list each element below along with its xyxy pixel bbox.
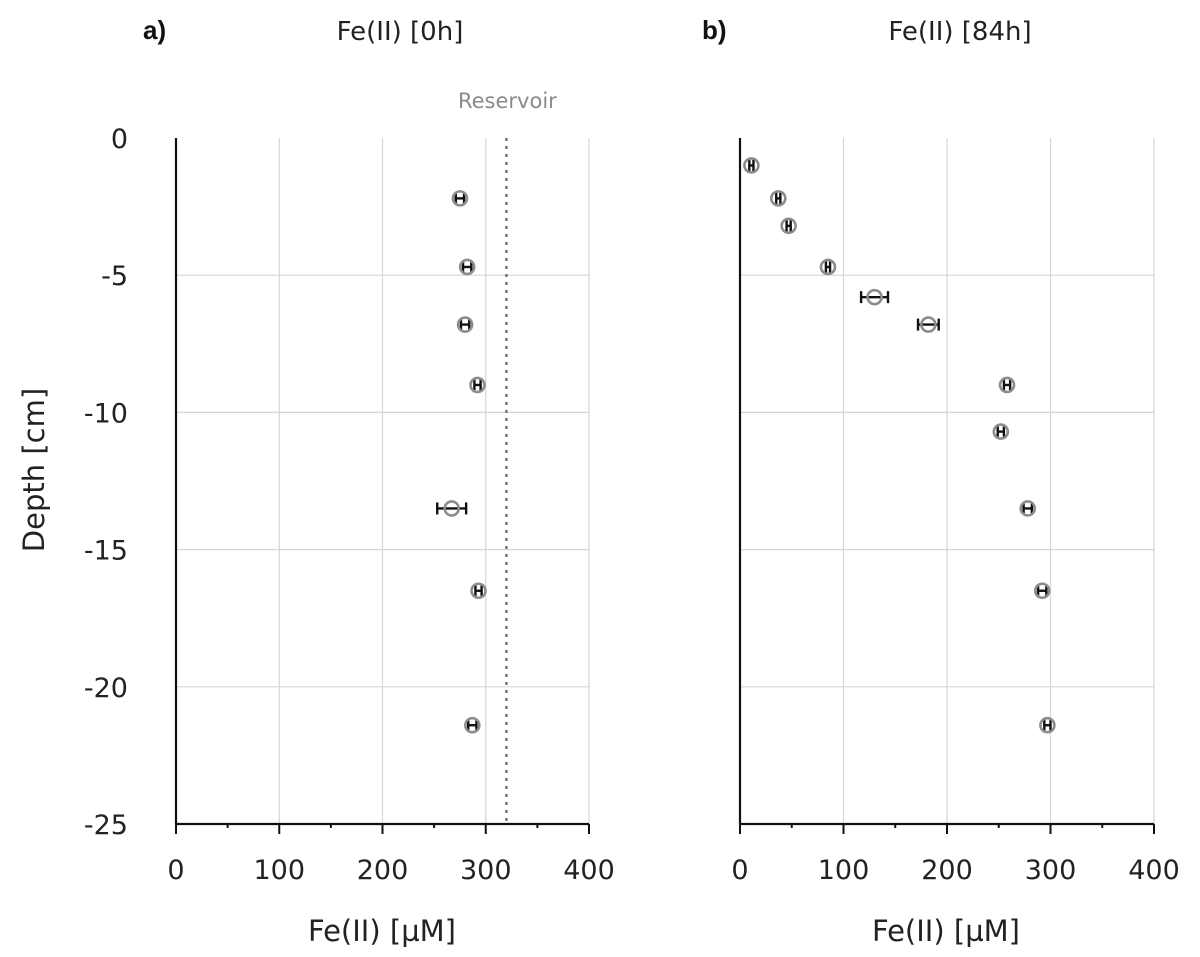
data-marker: [458, 258, 476, 276]
panel-b-grid: [740, 138, 1155, 824]
x-tick-label: 400: [1128, 855, 1180, 886]
x-tick-label: 0: [167, 855, 184, 886]
x-tick-label: 100: [253, 855, 305, 886]
panel-a-title: Fe(II) [0h]: [337, 17, 464, 47]
panel-b-label: b): [702, 15, 727, 45]
data-marker: [451, 190, 469, 207]
data-marker: [780, 217, 797, 235]
data-point: [469, 376, 486, 394]
x-tick-label: 100: [818, 855, 870, 886]
data-marker: [920, 316, 937, 333]
y-tick-label: -20: [84, 673, 128, 704]
data-marker: [464, 716, 481, 734]
panel-b-x-tick-labels: 0 100 200 300 400: [731, 855, 1179, 886]
data-point: [916, 316, 940, 333]
data-point: [451, 190, 469, 207]
data-point: [1039, 716, 1056, 734]
panel-a-reference: Reservoir: [458, 89, 557, 824]
y-tick-label: -10: [84, 398, 128, 429]
data-marker: [443, 500, 460, 517]
data-marker: [819, 258, 837, 276]
panel-b-axes: [738, 138, 1155, 834]
data-marker: [470, 582, 487, 600]
reservoir-label: Reservoir: [458, 89, 557, 113]
data-point: [780, 217, 797, 235]
data-marker: [1033, 582, 1051, 600]
data-marker: [456, 316, 474, 333]
data-point: [1033, 582, 1051, 600]
panel-a-x-tick-labels: 0 100 200 300 400: [167, 855, 614, 886]
panel-a-data-points: [436, 190, 487, 734]
panel-a: a) Fe(II) [0h] Reservoir 0 -5 -10 -15 -2…: [17, 15, 615, 948]
x-tick-label: 200: [921, 855, 973, 886]
data-point: [436, 500, 468, 517]
x-tick-label: 0: [731, 855, 748, 886]
panel-a-y-tick-labels: 0 -5 -10 -15 -20 -25: [84, 124, 128, 841]
x-tick-label: 400: [563, 855, 615, 886]
data-marker: [1019, 500, 1037, 517]
panel-b: b) Fe(II) [84h] 0 100 200 300 400 Fe(II)…: [702, 15, 1180, 948]
data-point: [859, 288, 890, 306]
y-tick-label: -15: [84, 536, 128, 567]
data-marker: [769, 190, 787, 207]
data-point: [464, 716, 481, 734]
panel-a-grid: [176, 138, 590, 824]
data-point: [998, 376, 1016, 394]
panel-a-label: a): [143, 15, 166, 45]
panel-a-x-axis-title: Fe(II) [µM]: [308, 914, 456, 948]
data-point: [992, 423, 1010, 440]
data-marker: [1039, 716, 1056, 734]
panel-b-title: Fe(II) [84h]: [888, 17, 1031, 47]
panel-a-axes: [174, 138, 590, 834]
data-marker: [992, 423, 1010, 440]
data-point: [1019, 500, 1037, 517]
data-point: [458, 258, 476, 276]
data-point: [819, 258, 837, 276]
data-point: [470, 582, 487, 600]
x-tick-label: 300: [1025, 855, 1077, 886]
y-axis-title: Depth [cm]: [17, 388, 51, 552]
panel-b-data-points: [743, 157, 1056, 734]
panel-b-x-axis-title: Fe(II) [µM]: [872, 914, 1020, 948]
data-marker: [743, 157, 760, 174]
data-point: [456, 316, 474, 333]
x-tick-label: 200: [357, 855, 409, 886]
data-point: [769, 190, 787, 207]
data-marker: [998, 376, 1016, 394]
y-tick-label: 0: [111, 124, 128, 155]
data-point: [743, 157, 760, 174]
data-marker: [866, 288, 883, 306]
data-marker: [469, 376, 486, 394]
y-tick-label: -5: [101, 261, 128, 292]
x-tick-label: 300: [460, 855, 512, 886]
y-tick-label: -25: [84, 810, 128, 841]
